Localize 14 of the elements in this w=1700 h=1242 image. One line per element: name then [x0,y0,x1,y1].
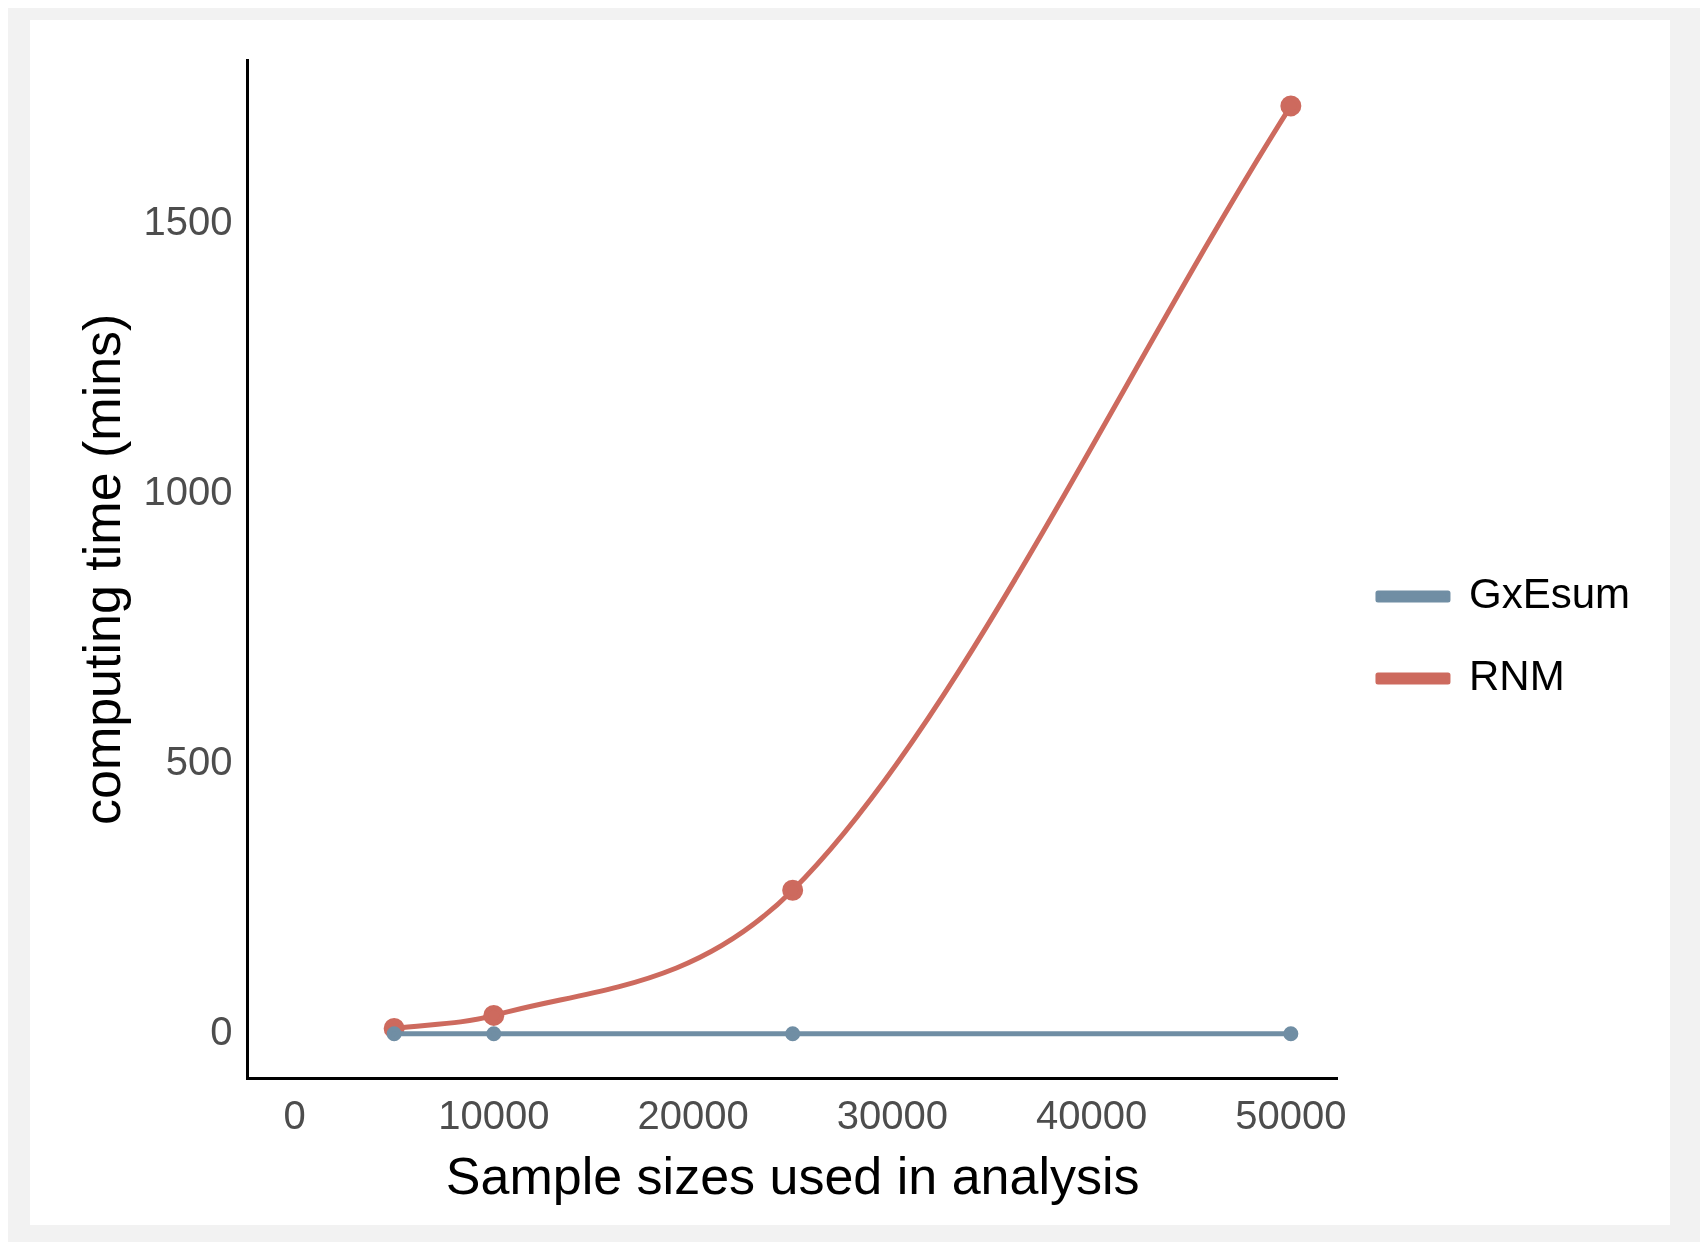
y-tick-label: 500 [165,738,233,783]
y-axis-title: computing time (mins) [72,313,131,826]
y-tick-label: 1500 [143,199,233,244]
x-tick-label: 10000 [438,1092,550,1137]
y-tick-label: 1000 [143,469,233,514]
legend-label: RNM [1468,652,1565,700]
x-tick-label: 40000 [1035,1092,1148,1137]
legend-label: GxEsum [1468,570,1630,618]
x-tick-label: 50000 [1235,1092,1347,1137]
x-tick-label: 0 [283,1092,306,1137]
x-tick-label: 20000 [637,1092,749,1137]
x-axis-title: Sample sizes used in analysis [445,1147,1140,1206]
y-tick-label: 0 [210,1008,233,1053]
x-tick-label: 30000 [836,1092,948,1137]
